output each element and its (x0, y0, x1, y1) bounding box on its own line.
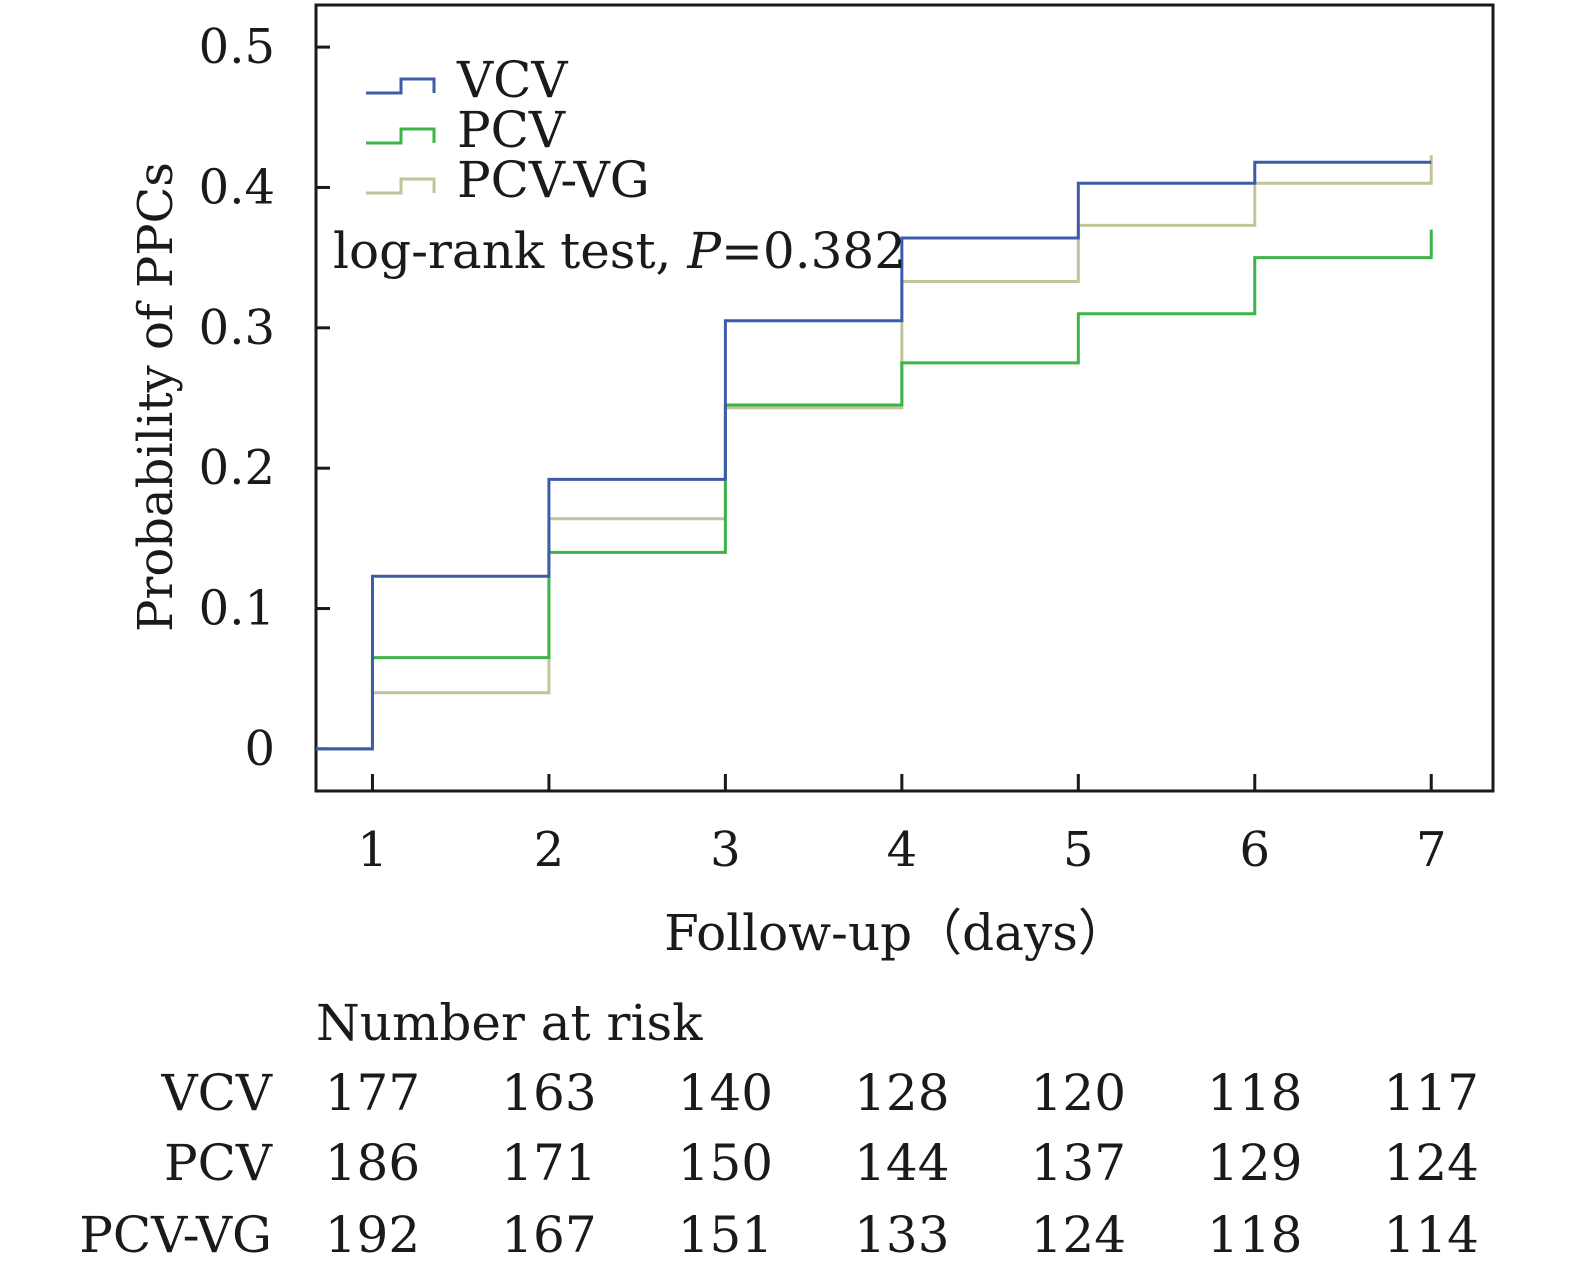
risk-cell: 117 (1384, 1064, 1479, 1122)
risk-cell: 144 (854, 1134, 949, 1192)
legend-label-pcv: PCV (457, 101, 566, 159)
legend-label-vcv: VCV (456, 51, 568, 109)
risk-cell: 129 (1207, 1134, 1302, 1192)
y-tick-label: 0.4 (199, 159, 275, 215)
series-line-pcv (316, 229, 1433, 751)
legend-swatch-pcv-vg (366, 177, 436, 195)
legend-label-pcv-vg: PCV-VG (457, 151, 650, 209)
x-tick-label: 6 (1240, 822, 1271, 878)
risk-cell: 192 (325, 1206, 420, 1264)
legend-swatch-pcv (366, 127, 436, 145)
x-tick-labels: 1 2 3 4 5 6 7 (357, 822, 1446, 878)
y-axis-label: Probability of PPCs (128, 162, 184, 632)
risk-cell: 128 (854, 1064, 949, 1122)
series-line-vcv (316, 160, 1432, 751)
risk-cell: 186 (325, 1134, 420, 1192)
risk-cell: 150 (678, 1134, 773, 1192)
y-tick-label: 0.5 (199, 19, 275, 75)
risk-cell: 124 (1384, 1134, 1479, 1192)
risk-cell: 120 (1031, 1064, 1126, 1122)
risk-cell: 114 (1384, 1206, 1479, 1264)
risk-cell: 167 (501, 1206, 596, 1264)
legend-swatch-vcv (366, 77, 436, 95)
series-line-pcv-vg (316, 155, 1433, 751)
risk-row-label: VCV (161, 1064, 273, 1122)
x-tick-label: 5 (1063, 822, 1094, 878)
risk-cell: 133 (854, 1206, 949, 1264)
x-tick-label: 3 (710, 822, 741, 878)
risk-cell: 177 (325, 1064, 420, 1122)
x-tick-label: 7 (1416, 822, 1447, 878)
axis-ticks (316, 45, 1433, 791)
risk-row-label: PCV-VG (79, 1206, 272, 1264)
x-tick-label: 4 (887, 822, 918, 878)
y-tick-labels: 0 0.1 0.2 0.3 0.4 0.5 (199, 19, 275, 777)
risk-cell: 137 (1031, 1134, 1126, 1192)
y-tick-label: 0.2 (199, 440, 275, 496)
plot-frame (314, 3, 1495, 793)
x-axis-label: Follow-up（days） (664, 904, 1128, 962)
risk-cell: 163 (501, 1064, 596, 1122)
x-tick-label: 2 (534, 822, 565, 878)
risk-table: VCV 177 163 140 128 120 118 117 PCV 186 171 150 144 1… (79, 1064, 1479, 1264)
x-tick-label: 1 (357, 822, 388, 878)
risk-cell: 124 (1031, 1206, 1126, 1264)
series-layer (316, 155, 1433, 751)
risk-cell: 118 (1207, 1064, 1302, 1122)
risk-cell: 171 (501, 1134, 596, 1192)
risk-cell: 151 (678, 1206, 773, 1264)
y-tick-label: 0.3 (199, 300, 275, 356)
risk-cell: 118 (1207, 1206, 1302, 1264)
risk-cell: 140 (678, 1064, 773, 1122)
risk-table-title: Number at risk (316, 994, 703, 1052)
y-tick-label: 0 (244, 721, 275, 777)
annotation-logrank: log-rank test, P=0.382 (333, 222, 906, 280)
y-tick-label: 0.1 (199, 581, 275, 637)
risk-row-label: PCV (164, 1134, 273, 1192)
